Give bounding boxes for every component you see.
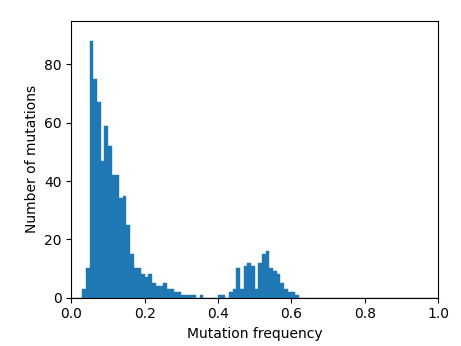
Bar: [171, 289, 174, 298]
Bar: [280, 283, 284, 298]
Bar: [262, 254, 266, 298]
X-axis label: Mutation frequency: Mutation frequency: [187, 327, 323, 341]
Bar: [284, 289, 288, 298]
Bar: [123, 195, 126, 298]
Bar: [218, 295, 222, 298]
Bar: [236, 268, 240, 298]
Bar: [233, 289, 236, 298]
Bar: [251, 265, 254, 298]
Bar: [160, 286, 163, 298]
Bar: [269, 268, 273, 298]
Bar: [126, 225, 130, 298]
Bar: [200, 295, 203, 298]
Bar: [174, 292, 178, 298]
Bar: [240, 289, 244, 298]
Bar: [277, 274, 280, 298]
Bar: [86, 268, 90, 298]
Bar: [222, 295, 225, 298]
Bar: [167, 289, 171, 298]
Bar: [101, 161, 105, 298]
Bar: [273, 271, 277, 298]
Bar: [248, 263, 251, 298]
Bar: [148, 274, 152, 298]
Bar: [295, 295, 299, 298]
Bar: [105, 126, 108, 298]
Bar: [119, 199, 123, 298]
Bar: [266, 251, 269, 298]
Bar: [112, 175, 115, 298]
Bar: [258, 263, 262, 298]
Bar: [115, 175, 119, 298]
Bar: [291, 292, 295, 298]
Bar: [189, 295, 192, 298]
Bar: [97, 102, 101, 298]
Bar: [185, 295, 189, 298]
Y-axis label: Number of mutations: Number of mutations: [24, 85, 39, 233]
Bar: [178, 292, 181, 298]
Bar: [141, 274, 145, 298]
Bar: [152, 283, 156, 298]
Bar: [192, 295, 196, 298]
Bar: [181, 295, 185, 298]
Bar: [134, 268, 137, 298]
Bar: [163, 283, 167, 298]
Bar: [137, 268, 141, 298]
Bar: [83, 289, 86, 298]
Bar: [108, 146, 112, 298]
Bar: [90, 41, 94, 298]
Bar: [130, 254, 134, 298]
Bar: [94, 79, 97, 298]
Bar: [244, 265, 248, 298]
Bar: [288, 292, 291, 298]
Bar: [254, 289, 258, 298]
Bar: [156, 286, 160, 298]
Bar: [229, 292, 233, 298]
Bar: [145, 277, 148, 298]
